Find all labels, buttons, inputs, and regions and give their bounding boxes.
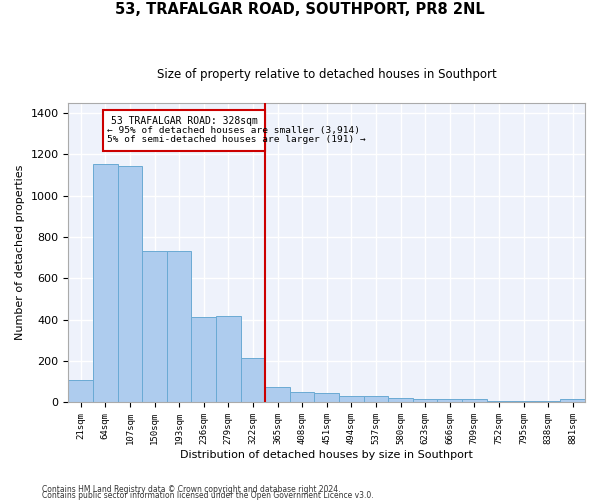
Bar (241, 358, 265, 403)
Y-axis label: Number of detached properties: Number of detached properties (15, 165, 25, 340)
X-axis label: Distribution of detached houses by size in Southport: Distribution of detached houses by size … (180, 450, 473, 460)
Text: Contains HM Land Registry data © Crown copyright and database right 2024.: Contains HM Land Registry data © Crown c… (42, 484, 341, 494)
Bar (93, 164, 118, 402)
Bar (339, 396, 364, 402)
Title: Size of property relative to detached houses in Southport: Size of property relative to detached ho… (157, 68, 497, 80)
Bar (216, 316, 241, 402)
Text: 5% of semi-detached houses are larger (191) →: 5% of semi-detached houses are larger (1… (107, 134, 365, 143)
Bar (462, 400, 487, 402)
Text: Contains public sector information licensed under the Open Government Licence v3: Contains public sector information licen… (42, 490, 374, 500)
Bar (167, 252, 191, 402)
Bar (118, 166, 142, 402)
Bar (413, 398, 437, 402)
Text: 53, TRAFALGAR ROAD, SOUTHPORT, PR8 2NL: 53, TRAFALGAR ROAD, SOUTHPORT, PR8 2NL (115, 2, 485, 18)
Bar (437, 400, 462, 402)
Bar (142, 252, 167, 402)
Bar (364, 396, 388, 402)
Bar (265, 387, 290, 402)
Bar (487, 401, 511, 402)
Bar (68, 380, 93, 402)
Text: 53 TRAFALGAR ROAD: 328sqm: 53 TRAFALGAR ROAD: 328sqm (110, 116, 257, 126)
Text: ← 95% of detached houses are smaller (3,914): ← 95% of detached houses are smaller (3,… (107, 126, 359, 136)
Bar (191, 316, 216, 402)
Bar (388, 398, 413, 402)
Bar (314, 392, 339, 402)
Bar (290, 392, 314, 402)
Bar (103, 110, 265, 151)
Bar (560, 400, 585, 402)
